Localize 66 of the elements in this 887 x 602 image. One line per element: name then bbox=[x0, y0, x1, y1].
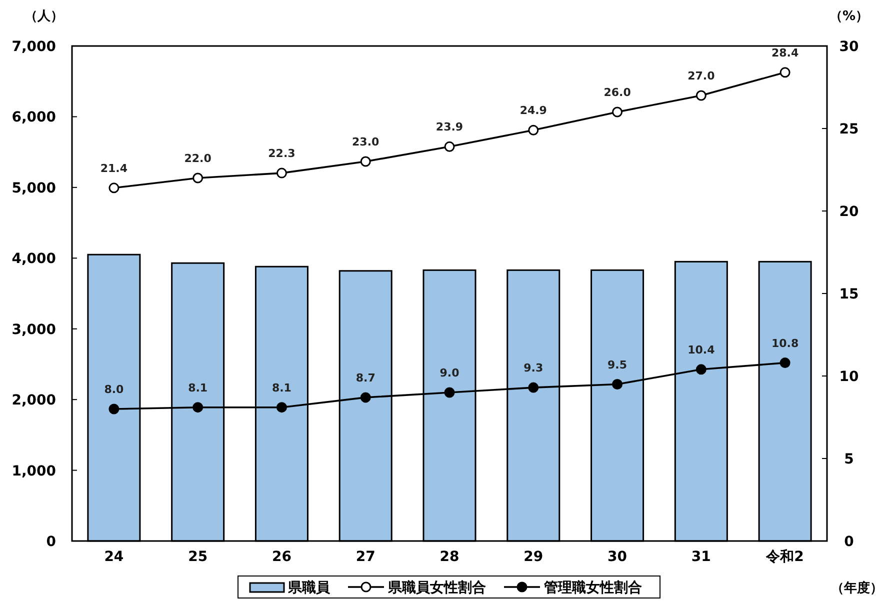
data-label: 8.1 bbox=[272, 381, 292, 394]
y-tick-label: 7,000 bbox=[12, 39, 56, 55]
x-tick-label: 30 bbox=[608, 549, 628, 565]
data-label: 9.0 bbox=[440, 366, 460, 380]
y2-tick-label: 25 bbox=[839, 122, 859, 138]
x-tick-label: 29 bbox=[524, 549, 544, 565]
data-label: 22.0 bbox=[184, 152, 212, 165]
x-tick-label: 27 bbox=[356, 549, 376, 565]
data-label: 28.4 bbox=[771, 46, 799, 60]
x-tick-label: 24 bbox=[104, 549, 124, 565]
data-label: 9.3 bbox=[524, 362, 544, 375]
x-axis-title: （年度） bbox=[831, 580, 883, 596]
point bbox=[780, 67, 790, 78]
data-label: 8.0 bbox=[104, 383, 124, 396]
legend-label: 県職員女性割合 bbox=[387, 579, 486, 596]
point bbox=[192, 172, 204, 184]
x-tick-label: 31 bbox=[691, 549, 711, 565]
y-tick-label: 3,000 bbox=[12, 322, 56, 338]
point bbox=[360, 392, 371, 403]
point bbox=[276, 402, 287, 413]
y2-tick-label: 0 bbox=[844, 534, 854, 550]
data-label: 23.0 bbox=[352, 136, 380, 148]
x-tick-label: 28 bbox=[440, 549, 460, 565]
data-label: 21.4 bbox=[100, 162, 128, 175]
point bbox=[444, 141, 455, 152]
point bbox=[276, 168, 287, 178]
data-label: 10.4 bbox=[688, 343, 716, 356]
y-tick-label: 4,000 bbox=[12, 251, 56, 268]
legend-label: 管理職女性割合 bbox=[543, 579, 642, 596]
y-tick-label: 1,000 bbox=[12, 463, 56, 480]
data-label: 22.3 bbox=[268, 147, 296, 160]
y2-tick-label: 15 bbox=[839, 286, 859, 302]
y2-tick-label: 5 bbox=[844, 452, 854, 468]
data-label: 8.7 bbox=[356, 371, 376, 384]
x-tick-label: 26 bbox=[272, 549, 292, 565]
y-tick-label: 6,000 bbox=[12, 110, 56, 126]
data-label: 9.5 bbox=[608, 358, 628, 372]
point bbox=[192, 402, 204, 413]
point bbox=[108, 404, 120, 414]
point bbox=[108, 182, 120, 194]
point bbox=[612, 379, 623, 390]
point bbox=[696, 364, 706, 375]
point bbox=[444, 387, 455, 398]
point bbox=[528, 124, 539, 136]
y2-tick-label: 10 bbox=[839, 369, 859, 385]
data-label: 10.8 bbox=[771, 336, 799, 350]
data-label: 23.9 bbox=[436, 120, 464, 134]
y-tick-label: 5,000 bbox=[12, 180, 56, 196]
y2-tick-label: 30 bbox=[839, 39, 859, 55]
data-label: 24.9 bbox=[520, 104, 547, 118]
x-tick-label: 令和2 bbox=[765, 549, 804, 565]
y2-axis-title: （%） bbox=[829, 9, 869, 24]
point bbox=[780, 358, 790, 368]
data-label: 26.0 bbox=[604, 86, 632, 99]
point bbox=[612, 106, 623, 118]
y-tick-label: 0 bbox=[46, 534, 56, 550]
y-axis-title: （人） bbox=[24, 9, 64, 24]
point bbox=[528, 382, 539, 393]
point bbox=[696, 90, 706, 101]
point bbox=[360, 156, 371, 167]
data-label: 8.1 bbox=[188, 381, 208, 394]
x-tick-label: 25 bbox=[188, 549, 208, 565]
y-tick-label: 2,000 bbox=[12, 392, 56, 409]
y2-tick-label: 20 bbox=[839, 204, 859, 220]
data-label: 27.0 bbox=[688, 70, 716, 82]
legend-label: 県職員 bbox=[287, 579, 331, 596]
